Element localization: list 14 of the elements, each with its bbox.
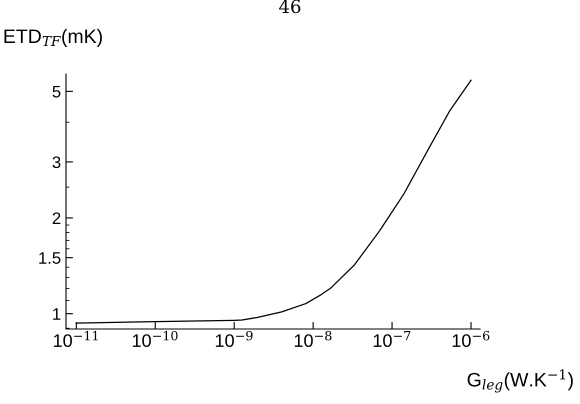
text: 46 xyxy=(279,0,300,14)
x-tick-label: 10$^{−9}$ xyxy=(216,330,253,347)
y-tick-label: 2 xyxy=(52,212,60,224)
x-tick-label: 10$^{−11}$ xyxy=(54,330,98,347)
x-tick-label: 10$^{−6}$ xyxy=(452,330,490,347)
x-axis-title: G$_{leg}$(W.K$^{−1}$) xyxy=(468,369,573,392)
x-tick-label: 10$^{−7}$ xyxy=(374,331,410,348)
y-tick-label: 1.5 xyxy=(39,252,60,264)
y-tick-label: 1 xyxy=(53,308,60,320)
y-tick-label: 5 xyxy=(52,86,60,98)
x-tick-label: 10$^{−10}$ xyxy=(132,330,178,347)
y-tick-label: 3 xyxy=(52,156,60,168)
x-tick-label: 10$^{−8}$ xyxy=(294,330,332,347)
y-axis-title: ETD$_{TF}$(mK) xyxy=(4,28,102,47)
